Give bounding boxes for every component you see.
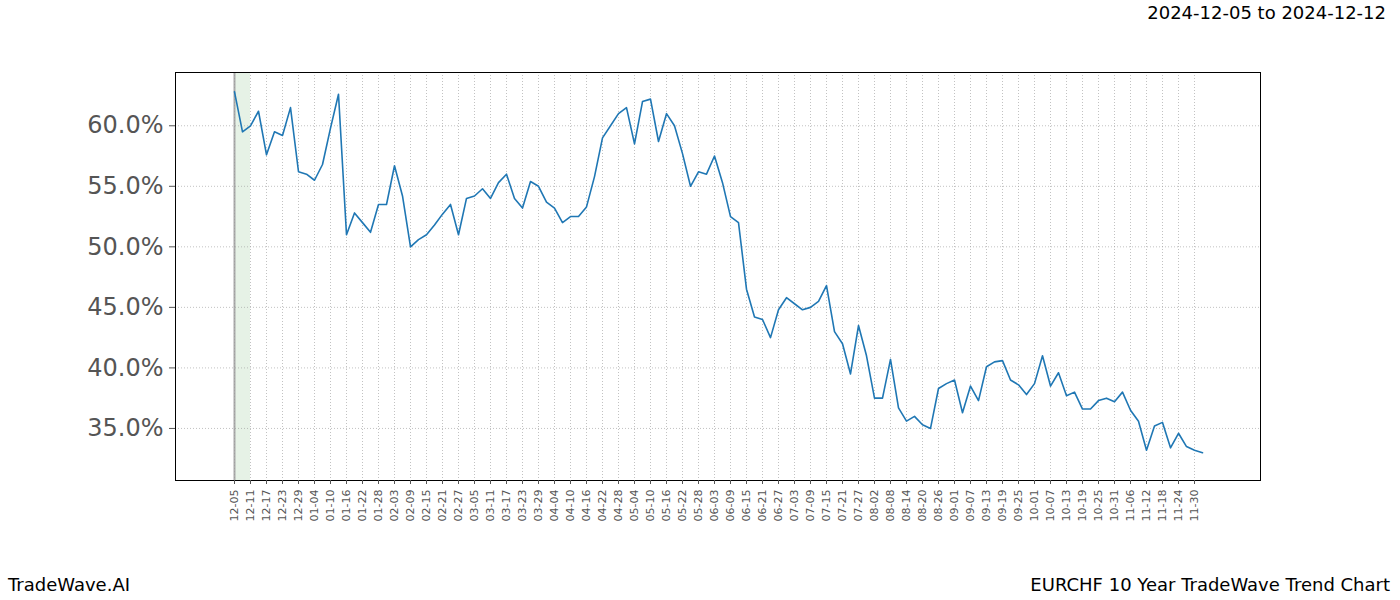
svg-text:04-16: 04-16 bbox=[580, 490, 593, 522]
svg-text:12-05: 12-05 bbox=[228, 490, 241, 522]
svg-text:11-12: 11-12 bbox=[1140, 490, 1153, 522]
svg-text:11-06: 11-06 bbox=[1124, 490, 1137, 522]
svg-text:02-09: 02-09 bbox=[404, 490, 417, 522]
svg-text:11-30: 11-30 bbox=[1188, 490, 1201, 522]
svg-text:04-10: 04-10 bbox=[564, 490, 577, 522]
svg-text:02-03: 02-03 bbox=[388, 490, 401, 522]
svg-text:02-27: 02-27 bbox=[452, 490, 465, 522]
svg-text:08-08: 08-08 bbox=[884, 490, 897, 522]
svg-text:01-22: 01-22 bbox=[356, 490, 369, 522]
html-text:EURCHF 10 Year TradeWave Trend: EURCHF 10 Year TradeWave Trend Chart bbox=[1030, 574, 1390, 595]
svg-text:35.0%: 35.0% bbox=[87, 414, 163, 442]
svg-text:06-03: 06-03 bbox=[708, 490, 721, 522]
svg-text:12-29: 12-29 bbox=[292, 490, 305, 522]
svg-text:10-07: 10-07 bbox=[1044, 490, 1057, 522]
svg-text:01-28: 01-28 bbox=[372, 490, 385, 522]
svg-text:10-25: 10-25 bbox=[1092, 490, 1105, 522]
svg-text:60.0%: 60.0% bbox=[87, 111, 163, 139]
svg-text:01-04: 01-04 bbox=[308, 490, 321, 522]
svg-text:08-26: 08-26 bbox=[932, 490, 945, 522]
svg-text:08-20: 08-20 bbox=[916, 490, 929, 522]
svg-text:01-10: 01-10 bbox=[324, 490, 337, 522]
svg-text:08-14: 08-14 bbox=[900, 490, 913, 522]
svg-text:45.0%: 45.0% bbox=[87, 293, 163, 321]
svg-text:02-21: 02-21 bbox=[436, 490, 449, 522]
svg-text:12-11: 12-11 bbox=[244, 490, 257, 522]
svg-text:07-03: 07-03 bbox=[788, 490, 801, 522]
svg-text:07-15: 07-15 bbox=[820, 490, 833, 522]
svg-text:03-17: 03-17 bbox=[500, 490, 513, 522]
svg-text:07-21: 07-21 bbox=[836, 490, 849, 522]
svg-text:03-11: 03-11 bbox=[484, 490, 497, 522]
html-text:TradeWave.AI: TradeWave.AI bbox=[8, 574, 130, 595]
svg-text:07-27: 07-27 bbox=[852, 490, 865, 522]
svg-text:55.0%: 55.0% bbox=[87, 172, 163, 200]
svg-text:10-01: 10-01 bbox=[1028, 490, 1041, 522]
svg-text:05-10: 05-10 bbox=[644, 490, 657, 522]
svg-text:09-01: 09-01 bbox=[948, 490, 961, 522]
svg-text:03-05: 03-05 bbox=[468, 490, 481, 522]
svg-text:09-13: 09-13 bbox=[980, 490, 993, 522]
svg-text:10-19: 10-19 bbox=[1076, 490, 1089, 522]
svg-text:10-13: 10-13 bbox=[1060, 490, 1073, 522]
svg-text:11-18: 11-18 bbox=[1156, 490, 1169, 522]
svg-text:05-16: 05-16 bbox=[660, 490, 673, 522]
svg-text:03-29: 03-29 bbox=[532, 490, 545, 522]
svg-text:03-23: 03-23 bbox=[516, 490, 529, 522]
svg-text:06-09: 06-09 bbox=[724, 490, 737, 522]
svg-text:05-22: 05-22 bbox=[676, 490, 689, 522]
svg-text:06-15: 06-15 bbox=[740, 490, 753, 522]
svg-text:12-23: 12-23 bbox=[276, 490, 289, 522]
svg-text:12-17: 12-17 bbox=[260, 490, 273, 522]
svg-text:09-07: 09-07 bbox=[964, 490, 977, 522]
svg-text:09-19: 09-19 bbox=[996, 490, 1009, 522]
svg-text:06-27: 06-27 bbox=[772, 490, 785, 522]
svg-text:01-16: 01-16 bbox=[340, 490, 353, 522]
svg-text:07-09: 07-09 bbox=[804, 490, 817, 522]
svg-text:50.0%: 50.0% bbox=[87, 233, 163, 261]
svg-text:05-04: 05-04 bbox=[628, 490, 641, 522]
svg-text:04-22: 04-22 bbox=[596, 490, 609, 522]
svg-text:40.0%: 40.0% bbox=[87, 354, 163, 382]
svg-text:05-28: 05-28 bbox=[692, 490, 705, 522]
svg-text:06-21: 06-21 bbox=[756, 490, 769, 522]
svg-text:11-24: 11-24 bbox=[1172, 490, 1185, 522]
svg-text:02-15: 02-15 bbox=[420, 490, 433, 522]
svg-text:10-31: 10-31 bbox=[1108, 490, 1121, 522]
svg-text:04-28: 04-28 bbox=[612, 490, 625, 522]
svg-text:09-25: 09-25 bbox=[1012, 490, 1025, 522]
svg-text:04-04: 04-04 bbox=[548, 490, 561, 522]
svg-text:08-02: 08-02 bbox=[868, 490, 881, 522]
html-text:2024-12-05 to 2024-12-12: 2024-12-05 to 2024-12-12 bbox=[1147, 2, 1386, 23]
